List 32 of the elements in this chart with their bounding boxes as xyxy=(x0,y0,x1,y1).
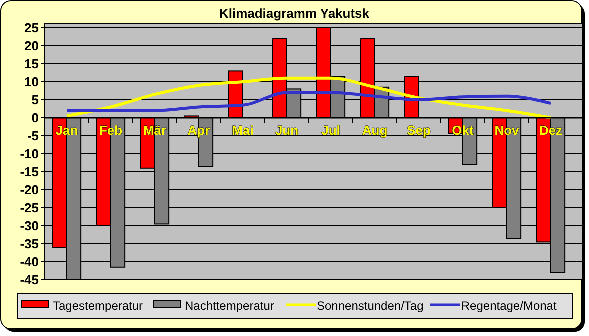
y-tick-label: -40 xyxy=(20,254,39,270)
chart-title: Klimadiagramm Yakutsk xyxy=(219,6,370,21)
x-tick-label: Dez xyxy=(539,123,564,138)
y-tick-label: 5 xyxy=(32,92,39,108)
y-tick-label: -10 xyxy=(20,146,39,162)
legend-label: Regentage/Monat xyxy=(461,299,558,313)
y-tick-label: -45 xyxy=(20,272,39,288)
x-tick-label: Aug xyxy=(362,123,388,138)
legend-label: Nachttemperatur xyxy=(185,299,274,313)
y-tick-label: -35 xyxy=(20,236,39,252)
legend-label: Tagestemperatur xyxy=(53,299,144,313)
y-tick-label: 20 xyxy=(24,38,39,54)
y-tick-label: -15 xyxy=(20,164,39,180)
y-tick-label: -30 xyxy=(20,218,39,234)
x-tick-label: Mai xyxy=(232,123,254,138)
x-tick-label: Mär xyxy=(143,123,167,138)
line-series xyxy=(66,76,552,120)
y-tick-label: 25 xyxy=(24,20,39,36)
x-tick-label: Sep xyxy=(407,123,431,138)
x-tick-label: Nov xyxy=(494,123,520,138)
y-tick-label: -20 xyxy=(20,182,39,198)
x-tick-label: Feb xyxy=(99,123,123,138)
legend-label: Sonnenstunden/Tag xyxy=(317,299,424,313)
x-tick-label: Jun xyxy=(275,123,299,138)
y-tick-label: 15 xyxy=(24,56,39,72)
y-tick-label: 0 xyxy=(32,110,39,126)
y-tick-label: -25 xyxy=(20,200,39,216)
line-series xyxy=(66,91,552,112)
y-tick-label: -5 xyxy=(27,128,39,144)
x-tick-label: Jan xyxy=(56,123,78,138)
y-tick-label: 10 xyxy=(24,74,39,90)
x-tick-label: Jul xyxy=(322,123,340,138)
